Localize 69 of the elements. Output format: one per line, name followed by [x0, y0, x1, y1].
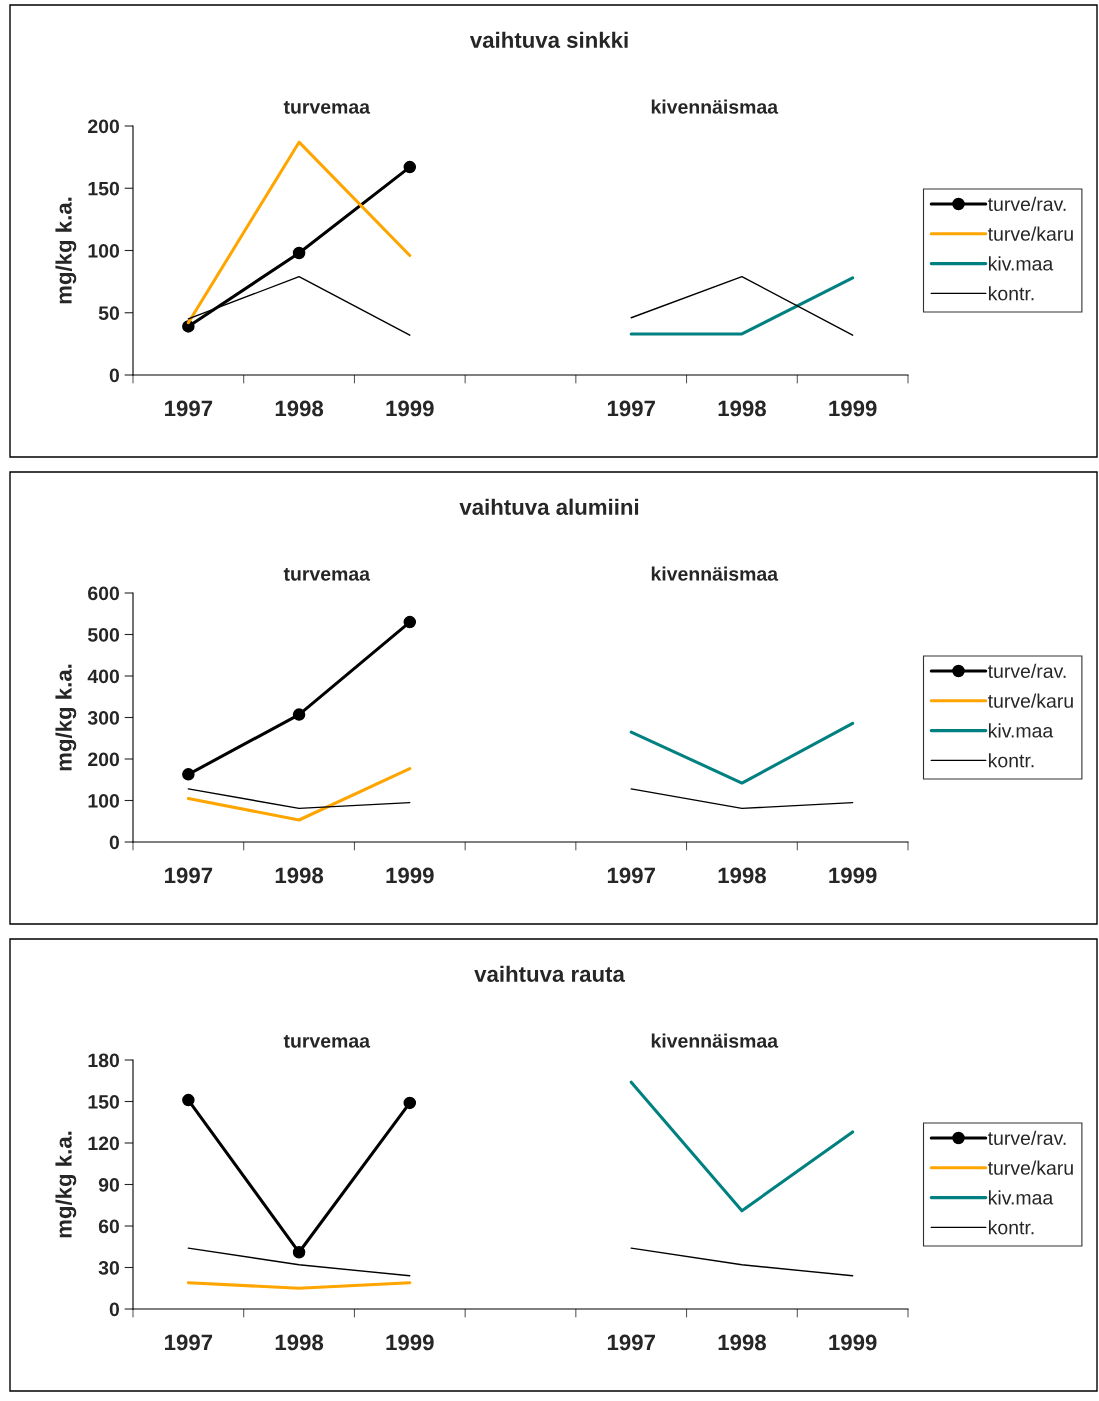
x-tick-label: 1997 [607, 1334, 655, 1351]
x-tick-label: 1998 [275, 400, 324, 417]
text: turvemaa [283, 100, 371, 114]
y-tick-label: 600 [88, 586, 120, 601]
y-axis-title: mg/kg k.a. [55, 664, 77, 771]
point [403, 615, 417, 629]
point [403, 1096, 417, 1110]
legend-label: turve/rav. [987, 1130, 1066, 1146]
text: kivennäismaa [651, 1033, 779, 1048]
point [403, 160, 417, 174]
text: turvemaa [283, 567, 371, 581]
x-tick-label: 1998 [718, 867, 766, 884]
x-tick-label: 1999 [386, 867, 434, 884]
y-tick-label: 120 [88, 1136, 120, 1151]
x-tick-label: 1999 [829, 1334, 877, 1351]
x-tick-label: 1997 [165, 1334, 213, 1351]
point [182, 768, 195, 781]
y-axis-title: mg/kg k.a. [55, 1131, 77, 1238]
y-tick-label: 90 [98, 1177, 120, 1192]
legend-label: turve/karu [987, 1160, 1073, 1175]
y-tick-label: 100 [88, 243, 120, 258]
y-tick-label: 500 [87, 627, 120, 642]
x-tick-label: 1998 [275, 867, 324, 884]
x-tick-label: 1997 [165, 867, 213, 884]
legend-label: kiv.maa [988, 723, 1054, 738]
x-tick-label: 1999 [829, 400, 877, 417]
y-tick-label: 300 [87, 710, 120, 725]
legend-label: kontr. [988, 753, 1034, 768]
y-tick-label: 50 [98, 306, 120, 320]
y-tick-label: 200 [88, 752, 120, 767]
text: kivennäismaa [651, 99, 779, 114]
y-axis-title: mg/kg k.a. [55, 197, 77, 304]
point [182, 1093, 195, 1107]
y-tick-label: 0 [109, 368, 120, 383]
y-tick-label: 150 [88, 1094, 120, 1109]
x-tick-label: 1999 [829, 867, 877, 884]
x-tick-label: 1999 [386, 1334, 434, 1351]
point [292, 708, 306, 721]
point [292, 246, 306, 260]
x-tick-label: 1997 [607, 400, 655, 417]
legend-label: turve/rav. [987, 663, 1066, 679]
text: kivennäismaa [651, 566, 779, 581]
y-tick-label: 100 [88, 793, 120, 808]
y-tick-label: 0 [109, 835, 120, 850]
y-tick-label: 180 [88, 1053, 120, 1068]
point [292, 1246, 306, 1259]
y-tick-label: 200 [88, 119, 120, 134]
legend-label: kiv.maa [988, 256, 1054, 271]
y-tick-label: 0 [109, 1302, 120, 1317]
y-tick-label: 60 [98, 1219, 120, 1234]
legend-label: kiv.maa [988, 1190, 1054, 1205]
y-tick-label: 400 [87, 669, 120, 684]
legend-label: turve/rav. [987, 196, 1066, 212]
x-tick-label: 1998 [718, 1334, 766, 1351]
x-tick-label: 1997 [607, 867, 655, 884]
y-tick-label: 150 [88, 181, 120, 196]
legend-label: kontr. [988, 1220, 1034, 1235]
x-tick-label: 1998 [718, 400, 766, 417]
x-tick-label: 1997 [165, 400, 213, 417]
legend-label: kontr. [988, 286, 1034, 301]
x-tick-label: 1999 [386, 400, 434, 417]
text: turvemaa [283, 1034, 371, 1048]
x-tick-label: 1998 [275, 1334, 324, 1351]
legend-label: turve/karu [987, 226, 1073, 241]
legend-label: turve/karu [987, 693, 1073, 708]
chart-title: vaihtuva rauta [474, 965, 625, 982]
y-tick-label: 30 [98, 1260, 120, 1275]
chart-title: vaihtuva sinkki [469, 31, 628, 48]
chart-title: vaihtuva alumiini [459, 498, 639, 515]
